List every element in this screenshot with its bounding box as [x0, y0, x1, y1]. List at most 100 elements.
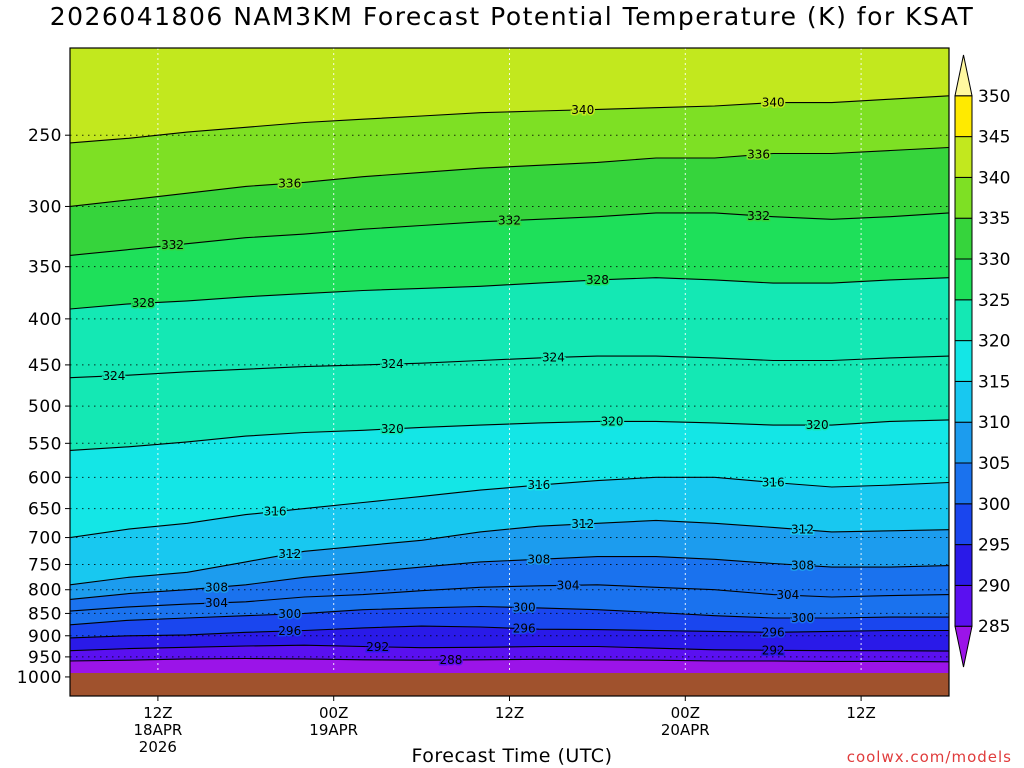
contour-328 — [70, 277, 949, 310]
y-tick-label-850: 850 — [28, 604, 62, 624]
contour-label-300-1: 300 — [513, 601, 536, 615]
contour-label-320-0: 320 — [381, 422, 404, 436]
contour-label-316-1: 316 — [527, 478, 550, 492]
colorbar-triangle-low — [954, 625, 973, 668]
x-tick-label-42-0: 00Z — [671, 704, 700, 722]
y-tick-label-700: 700 — [28, 529, 62, 549]
contour-label-296-1: 296 — [513, 622, 536, 636]
contour-label-312-1: 312 — [571, 517, 594, 531]
contour-label-332-0: 332 — [161, 238, 184, 252]
colorbar-seg-285 — [954, 584, 973, 627]
colorbar-label-310: 310 — [978, 413, 1010, 433]
colorbar-label-285: 285 — [978, 617, 1010, 637]
contour-label-308-0: 308 — [205, 580, 228, 594]
colorbar-label-315: 315 — [978, 372, 1010, 392]
grid-lines — [70, 48, 949, 696]
y-tick-label-300: 300 — [28, 197, 62, 217]
chart-title: 2026041806 NAM3KM Forecast Potential Tem… — [49, 2, 975, 31]
contour-label-332-1: 332 — [498, 214, 521, 228]
colorbar-seg-310 — [954, 380, 973, 423]
y-tick-label-500: 500 — [28, 397, 62, 417]
contour-300 — [70, 605, 949, 626]
x-tick-label-18-1: 19APR — [309, 721, 358, 739]
x-tick-label-30-0: 12Z — [495, 704, 524, 722]
colorbar-label-340: 340 — [978, 168, 1010, 188]
colorbar-label-300: 300 — [978, 495, 1010, 515]
y-tick-label-350: 350 — [28, 258, 62, 278]
contour-label-316-2: 316 — [762, 475, 785, 489]
x-tick-label-42-1: 20APR — [661, 721, 710, 739]
y-tick-label-750: 750 — [28, 556, 62, 576]
band-above-340 — [70, 48, 949, 143]
colorbar-label-345: 345 — [978, 128, 1010, 148]
contour-label-332-2: 332 — [747, 209, 770, 223]
y-tick-label-650: 650 — [28, 500, 62, 520]
colorbar-seg-315 — [954, 340, 973, 382]
contour-label-328-0: 328 — [132, 296, 155, 310]
contour-label-304-2: 304 — [776, 588, 799, 602]
contour-label-304-1: 304 — [557, 578, 580, 592]
x-tick-label-18-0: 00Z — [319, 704, 348, 722]
colorbar-seg-345 — [954, 95, 973, 138]
x-tick-label-54-0: 12Z — [846, 704, 875, 722]
contour-label-324-1: 324 — [381, 357, 404, 371]
colorbar-label-295: 295 — [978, 536, 1010, 556]
colorbar-label-305: 305 — [978, 454, 1010, 474]
contour-label-292-1: 292 — [762, 643, 785, 657]
contour-label-312-0: 312 — [278, 547, 301, 561]
contour-label-320-2: 320 — [806, 418, 829, 432]
y-tick-label-1000: 1000 — [17, 668, 62, 688]
contour-label-340-0: 340 — [571, 103, 594, 117]
y-tick-label-800: 800 — [28, 581, 62, 601]
contour-labels: 288 292 292 296 296 296 300 300 300 304 304 304 308 3… — [101, 94, 830, 668]
contour-label-292-0: 292 — [366, 640, 389, 654]
colorbar-label-320: 320 — [978, 332, 1010, 352]
contour-label-300-0: 300 — [278, 607, 301, 621]
contour-label-324-2: 324 — [542, 350, 565, 364]
y-tick-label-250: 250 — [28, 126, 62, 146]
contour-288 — [70, 657, 949, 663]
colorbar-seg-300 — [954, 462, 973, 505]
contour-label-308-1: 308 — [527, 552, 550, 566]
contour-304 — [70, 584, 949, 612]
x-tick-label-6-0: 12Z — [143, 704, 172, 722]
colorbar-label-335: 335 — [978, 209, 1010, 229]
contour-332 — [70, 212, 949, 256]
contour-label-312-2: 312 — [791, 523, 814, 537]
colorbar-label-290: 290 — [978, 576, 1010, 596]
contour-308 — [70, 556, 949, 600]
contour-label-328-1: 328 — [586, 273, 609, 287]
colorbar-label-350: 350 — [978, 87, 1010, 107]
x-tick-label-6-1: 18APR — [133, 721, 182, 739]
colorbar-triangle-high — [954, 54, 973, 97]
colorbar-seg-335 — [954, 176, 973, 219]
colorbar: 285 290 295 300 305 310 315 320 325 330 335 340 345 3… — [954, 54, 1010, 668]
contour-label-336-1: 336 — [747, 148, 770, 162]
colorbar-seg-295 — [954, 503, 973, 546]
colorbar-seg-305 — [954, 421, 973, 464]
contour-label-304-0: 304 — [205, 596, 228, 610]
contour-label-336-0: 336 — [278, 176, 301, 190]
y-tick-label-600: 600 — [28, 468, 62, 488]
contour-label-296-2: 296 — [762, 625, 785, 639]
y-tick-label-400: 400 — [28, 310, 62, 330]
colorbar-seg-330 — [954, 217, 973, 260]
colorbar-label-325: 325 — [978, 291, 1010, 311]
contour-label-340-1: 340 — [762, 96, 785, 110]
ground-surface — [70, 673, 949, 696]
contour-label-296-0: 296 — [278, 624, 301, 638]
contour-312 — [70, 519, 949, 586]
contour-292 — [70, 644, 949, 652]
contour-320 — [70, 419, 949, 451]
contour-label-320-1: 320 — [601, 414, 624, 428]
contour-336 — [70, 146, 949, 207]
contour-324 — [70, 355, 949, 379]
contour-label-316-0: 316 — [264, 505, 287, 519]
y-tick-label-550: 550 — [28, 434, 62, 454]
colorbar-seg-325 — [954, 258, 973, 301]
contour-label-308-2: 308 — [791, 558, 814, 572]
x-axis-title: Forecast Time (UTC) — [411, 745, 613, 767]
y-tick-label-950: 950 — [28, 648, 62, 668]
contour-316 — [70, 476, 949, 539]
